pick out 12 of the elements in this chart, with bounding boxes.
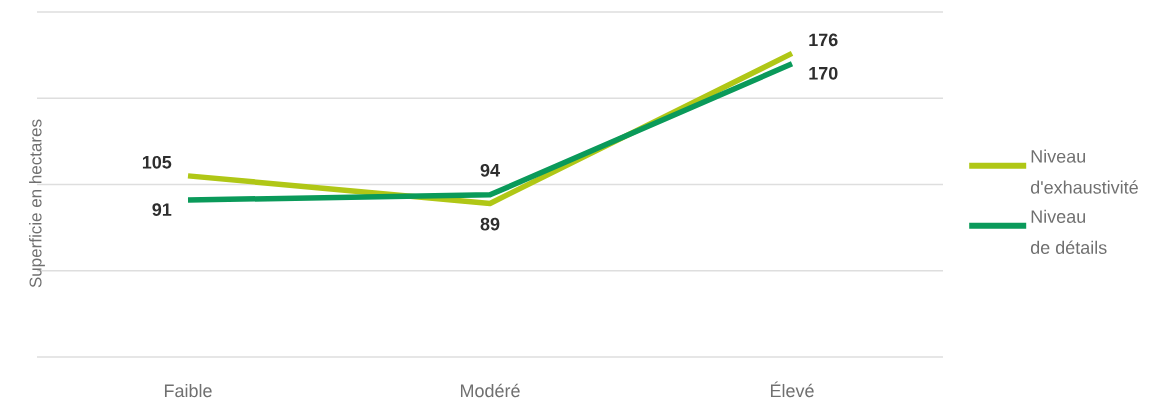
data-label: 91 [152, 203, 172, 216]
y-axis-title: Superficie en hectares [29, 119, 45, 288]
x-tick-label: Modéré [460, 383, 520, 398]
data-label: 89 [480, 217, 500, 231]
x-tick-label: Faible [164, 383, 212, 398]
data-label: 176 [809, 33, 838, 47]
legend-label: Niveau de détails [1030, 209, 1107, 254]
legend-label: Niveau d'exhaustivité [1030, 149, 1138, 194]
data-label: 170 [809, 66, 838, 80]
data-label: 105 [142, 155, 172, 169]
data-label: 94 [480, 163, 500, 177]
x-tick-label: Élevé [770, 381, 814, 398]
